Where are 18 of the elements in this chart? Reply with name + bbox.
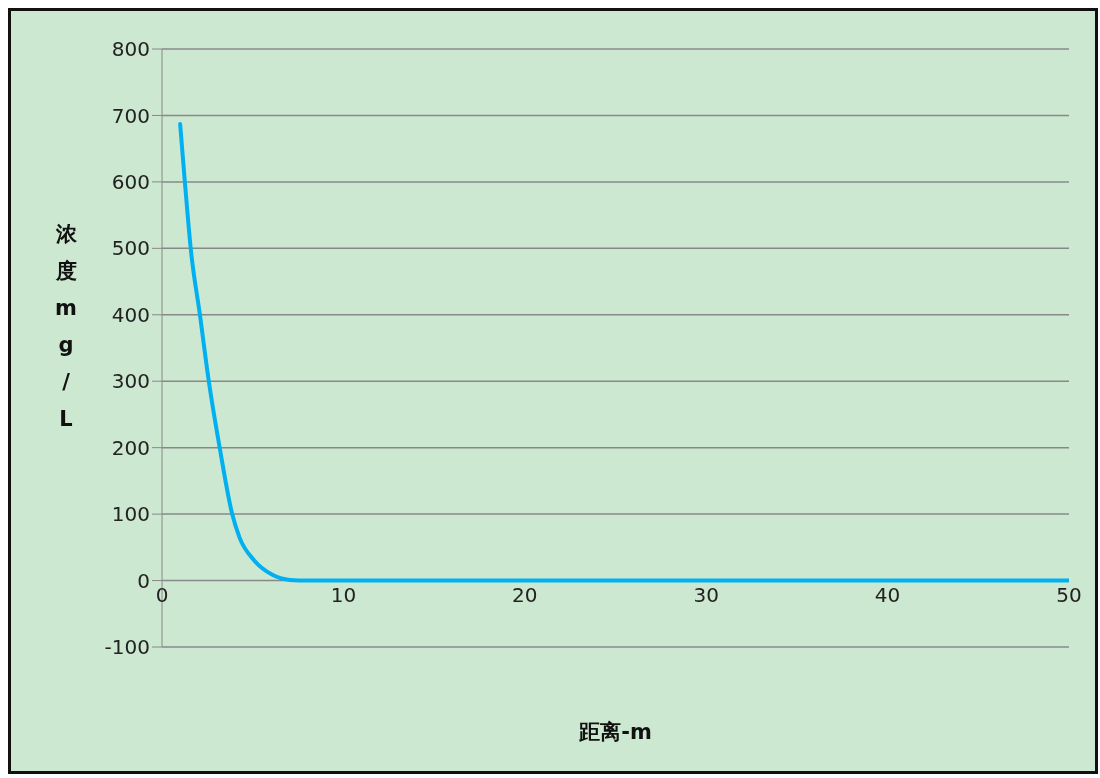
x-tick-label: 0 xyxy=(155,583,169,608)
x-tick-label: 50 xyxy=(1056,583,1082,608)
y-tick-label: 300 xyxy=(111,369,150,394)
y-tick-label: 700 xyxy=(111,103,150,128)
y-tick-label: 600 xyxy=(111,169,150,194)
y-tick-label: 400 xyxy=(111,302,150,327)
x-tick-label: 10 xyxy=(330,583,357,608)
x-tick-label: 20 xyxy=(512,583,538,608)
y-axis-title: 浓度mg/L xyxy=(54,222,78,431)
line-series xyxy=(178,122,1069,583)
y-tick-label: 100 xyxy=(111,502,150,527)
x-axis-title: 距离-m xyxy=(578,720,652,744)
x-tick-label: 30 xyxy=(693,583,719,608)
y-tick-label: -100 xyxy=(104,635,150,660)
y-tick-label: 500 xyxy=(111,236,150,261)
y-tick-label: 200 xyxy=(111,435,150,460)
x-tick-label: 40 xyxy=(874,583,901,608)
y-tick-label: 800 xyxy=(111,37,150,62)
